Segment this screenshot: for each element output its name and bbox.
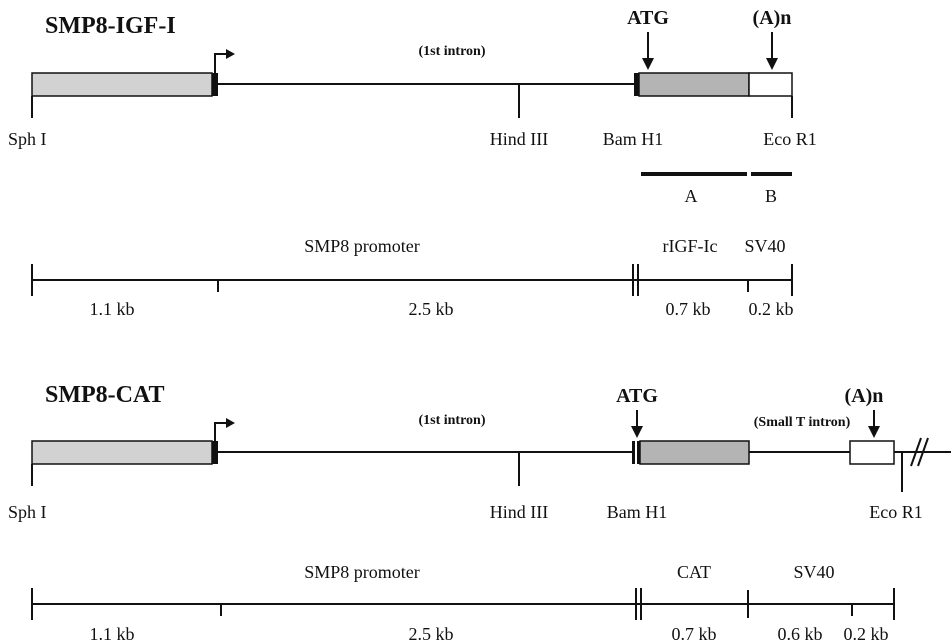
atg-arrow-icon (642, 32, 654, 70)
polya-label: (A)n (753, 7, 792, 29)
promoter-region-label: SMP8 promoter (304, 236, 420, 256)
size-0-6kb: 0.6 kb (778, 624, 823, 644)
size-0-2kb: 0.2 kb (844, 624, 889, 644)
construct-smp8-cat: SMP8-CAT (1st intron) ATG (Small T intro… (8, 382, 951, 644)
promoter-exon-box (31, 72, 213, 97)
sv40-region-label: SV40 (793, 562, 834, 582)
site-bam-h1: Bam H1 (607, 502, 668, 522)
size-2-5kb: 2.5 kb (409, 299, 454, 319)
cat-coding-box (639, 440, 750, 465)
site-eco-r1: Eco R1 (869, 502, 923, 522)
sv40-polya-box (748, 72, 793, 97)
insert-region-label: CAT (677, 562, 711, 582)
polya-label: (A)n (845, 385, 884, 407)
promoter-region-label: SMP8 promoter (304, 562, 420, 582)
first-intron-label: (1st intron) (418, 44, 485, 59)
first-intron-label: (1st intron) (418, 413, 485, 428)
size-0-7kb: 0.7 kb (666, 299, 711, 319)
sv40-polya-box (849, 440, 895, 465)
atg-label: ATG (616, 385, 658, 407)
size-1-1kb: 1.1 kb (90, 624, 135, 644)
exon-marker (212, 73, 218, 96)
site-hind-iii: Hind III (490, 502, 548, 522)
site-bam-h1: Bam H1 (603, 129, 664, 149)
site-hind-iii: Hind III (490, 129, 548, 149)
bamh1-junction-marker (632, 441, 635, 464)
transcription-start-arrow-icon (214, 49, 235, 73)
construct-smp8-igf-i: SMP8-IGF-I (1st intron) ATG (A)n Sph I H… (8, 7, 817, 319)
construct-title: SMP8-CAT (45, 382, 165, 408)
polya-arrow-icon (766, 32, 778, 70)
rigf-coding-box (638, 72, 750, 97)
probe-b-label: B (765, 186, 777, 206)
bamh1-junction-marker (634, 73, 639, 96)
construct-title: SMP8-IGF-I (45, 13, 176, 39)
scale-bar (31, 588, 895, 620)
site-sph-i: Sph I (8, 502, 47, 522)
size-2-5kb: 2.5 kb (409, 624, 454, 644)
transcription-start-arrow-icon (214, 418, 235, 441)
promoter-exon-box (31, 440, 213, 465)
scale-bar (31, 264, 793, 296)
break-mark-icon (910, 437, 929, 467)
size-0-7kb: 0.7 kb (672, 624, 717, 644)
sv40-region-label: SV40 (744, 236, 785, 256)
insert-region-label: rIGF-Ic (663, 236, 718, 256)
site-sph-i: Sph I (8, 129, 47, 149)
polya-arrow-icon (868, 410, 880, 438)
atg-arrow-icon (631, 410, 643, 438)
size-0-2kb: 0.2 kb (749, 299, 794, 319)
bamh1-junction-marker (637, 441, 640, 464)
small-t-intron-label: (Small T intron) (754, 415, 851, 430)
site-eco-r1: Eco R1 (763, 129, 817, 149)
size-1-1kb: 1.1 kb (90, 299, 135, 319)
exon-marker (212, 441, 218, 464)
probe-a-label: A (685, 186, 698, 206)
atg-label: ATG (627, 7, 669, 29)
